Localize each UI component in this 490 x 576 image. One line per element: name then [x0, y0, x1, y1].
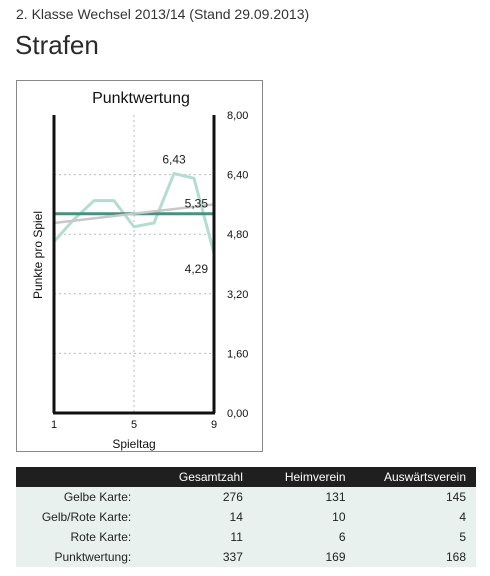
table-header-home: Heimverein	[252, 467, 356, 487]
row-label: Rote Karte:	[16, 527, 142, 547]
table-row: Rote Karte: 11 6 5	[16, 527, 476, 547]
tick-labels: 8,00 6,40 4,80 3,20 1,60 0,00 1 5 9	[51, 110, 248, 431]
y-tick-label: 4,80	[227, 229, 248, 241]
table-header-total: Gesamtzahl	[141, 467, 253, 487]
data-labels: 6,43 5,35 4,29	[162, 152, 208, 276]
table-row: Gelb/Rote Karte: 14 10 4	[16, 507, 476, 527]
row-total: 14	[141, 507, 253, 527]
line-chart: Punktwertung Punkte pro Spiel Spieltag 8…	[31, 90, 248, 451]
penalty-table: Gesamtzahl Heimverein Auswärtsverein Gel…	[16, 467, 476, 567]
row-total: 276	[141, 487, 253, 507]
data-label: 4,29	[185, 262, 209, 276]
chart-panel: Punktwertung Punkte pro Spiel Spieltag 8…	[16, 80, 263, 452]
data-label: 5,35	[185, 197, 209, 211]
grid-lines	[54, 115, 214, 413]
y-tick-label: 1,60	[227, 348, 248, 360]
data-label: 6,43	[162, 152, 186, 166]
page-subtitle: 2. Klasse Wechsel 2013/14 (Stand 29.09.2…	[16, 6, 310, 22]
row-away: 4	[355, 507, 476, 527]
chart-title: Punktwertung	[92, 90, 190, 107]
axes	[52, 115, 216, 415]
y-axis-label: Punkte pro Spiel	[31, 211, 45, 299]
table-row: Punktwertung: 337 169 168	[16, 547, 476, 567]
table-row: Gelbe Karte: 276 131 145	[16, 487, 476, 507]
row-home: 6	[252, 527, 356, 547]
x-axis-label: Spieltag	[112, 437, 155, 451]
row-label: Gelb/Rote Karte:	[16, 507, 142, 527]
row-label: Gelbe Karte:	[16, 487, 142, 507]
row-away: 145	[355, 487, 476, 507]
trend-line	[53, 203, 215, 225]
x-tick-label: 5	[131, 419, 137, 431]
table-header-row: Gesamtzahl Heimverein Auswärtsverein	[16, 467, 476, 487]
y-tick-label: 8,00	[227, 110, 248, 122]
row-label: Punktwertung:	[16, 547, 142, 567]
y-tick-label: 0,00	[227, 408, 248, 420]
x-tick-label: 1	[51, 419, 57, 431]
row-home: 169	[252, 547, 356, 567]
row-away: 5	[355, 527, 476, 547]
series-lines	[52, 171, 216, 254]
y-tick-label: 6,40	[227, 170, 248, 182]
y-tick-label: 3,20	[227, 289, 248, 301]
row-total: 337	[141, 547, 253, 567]
row-away: 168	[355, 547, 476, 567]
row-home: 131	[252, 487, 356, 507]
row-home: 10	[252, 507, 356, 527]
table-header-blank	[16, 467, 142, 487]
x-tick-label: 9	[211, 419, 217, 431]
page-title: Strafen	[15, 30, 99, 60]
table-header-away: Auswärtsverein	[355, 467, 476, 487]
row-total: 11	[141, 527, 253, 547]
